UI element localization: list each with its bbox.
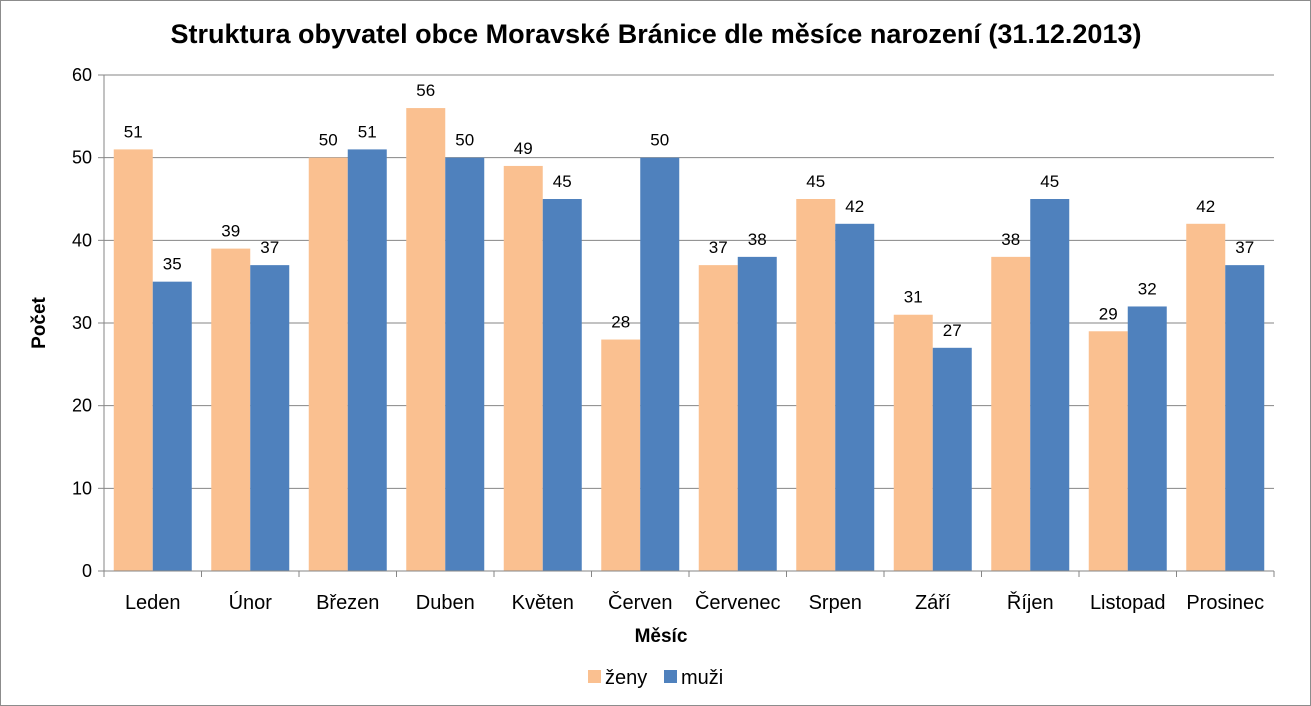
bar-muzi: [250, 265, 290, 571]
x-tick-label: Duben: [416, 592, 475, 614]
x-tick-label: Leden: [125, 592, 181, 614]
bar-zeny: [601, 339, 641, 571]
bar-muzi: [640, 157, 680, 571]
data-label: 28: [611, 313, 630, 332]
bar-zeny: [796, 199, 836, 571]
bar-muzi: [1225, 265, 1265, 571]
x-tick-label: Březen: [316, 592, 379, 614]
bar-muzi: [835, 223, 875, 572]
x-axis-categories: Leden Únor Březen Duben Květen Červen Červenec…: [125, 591, 1264, 614]
bar-muzi: [347, 149, 387, 571]
y-tick-label: 60: [72, 65, 92, 85]
bar-zeny: [503, 165, 543, 571]
y-tick-label: 40: [72, 230, 92, 250]
axes: [103, 75, 1275, 577]
data-label: 32: [1138, 279, 1157, 298]
x-tick-label: Září: [915, 592, 951, 614]
data-label: 50: [650, 131, 669, 150]
bar-zeny: [308, 157, 348, 571]
bar-muzi: [737, 256, 777, 571]
data-label: 45: [1040, 172, 1059, 191]
data-label: 35: [163, 255, 182, 274]
y-axis-title: Počet: [29, 296, 50, 348]
y-tick-label: 30: [72, 313, 92, 333]
data-label: 50: [455, 131, 474, 150]
bar-zeny: [113, 149, 153, 571]
data-label: 45: [806, 172, 825, 191]
x-tick-label: Prosinec: [1186, 592, 1264, 614]
legend-swatch-muzi: [664, 670, 677, 683]
x-tick-label: Únor: [229, 591, 273, 614]
bar-muzi: [1030, 199, 1070, 571]
bar-muzi: [152, 281, 192, 571]
data-label: 56: [416, 81, 435, 100]
x-tick-label: Květen: [512, 592, 574, 614]
x-tick-label: Srpen: [809, 592, 862, 614]
bar-muzi: [1127, 306, 1167, 571]
legend-label: muži: [681, 667, 723, 689]
data-label: 50: [319, 131, 338, 150]
data-label: 37: [709, 238, 728, 257]
legend: ženy muži: [588, 667, 723, 689]
legend-swatch-zeny: [588, 670, 601, 683]
y-tick-label: 50: [72, 148, 92, 168]
data-label: 38: [748, 230, 767, 249]
data-label: 39: [221, 222, 240, 241]
y-tick-label: 0: [82, 561, 92, 581]
data-label: 29: [1099, 304, 1118, 323]
data-label: 51: [124, 122, 143, 141]
gridlines: [104, 74, 1274, 489]
x-tick-label: Listopad: [1090, 592, 1166, 614]
data-labels: 51 35 39 37 50 51 56 50 49 45 28 50 37 38 45 42 31 27 38 45…: [124, 81, 1254, 340]
x-tick-label: Říjen: [1007, 591, 1054, 614]
bar-zeny: [698, 265, 738, 571]
bar-zeny: [1088, 331, 1128, 571]
bar-muzi: [445, 157, 485, 571]
chart-title: Struktura obyvatel obce Moravské Bránice…: [171, 19, 1142, 49]
data-label: 37: [1235, 238, 1254, 257]
bar-muzi: [932, 347, 972, 571]
bar-muzi: [542, 199, 582, 571]
data-label: 38: [1001, 230, 1020, 249]
bar-zeny: [406, 108, 446, 572]
y-axis-ticks: 0 10 20 30 40 50 60: [72, 65, 104, 581]
bar-zeny: [991, 256, 1031, 571]
x-tick-label: Červen: [608, 591, 672, 614]
data-label: 37: [260, 238, 279, 257]
bar-zeny: [211, 248, 251, 571]
data-label: 27: [943, 321, 962, 340]
legend-label: ženy: [605, 667, 647, 689]
data-label: 42: [1196, 197, 1215, 216]
x-tick-label: Červenec: [695, 591, 781, 614]
bar-zeny: [1186, 223, 1226, 572]
data-label: 42: [845, 197, 864, 216]
data-label: 45: [553, 172, 572, 191]
bar-zeny: [893, 314, 933, 571]
y-tick-label: 20: [72, 396, 92, 416]
data-label: 49: [514, 139, 533, 158]
y-tick-label: 10: [72, 478, 92, 498]
data-label: 51: [358, 122, 377, 141]
x-axis-title: Měsíc: [635, 626, 688, 647]
bars: [113, 108, 1265, 572]
data-label: 31: [904, 288, 923, 307]
